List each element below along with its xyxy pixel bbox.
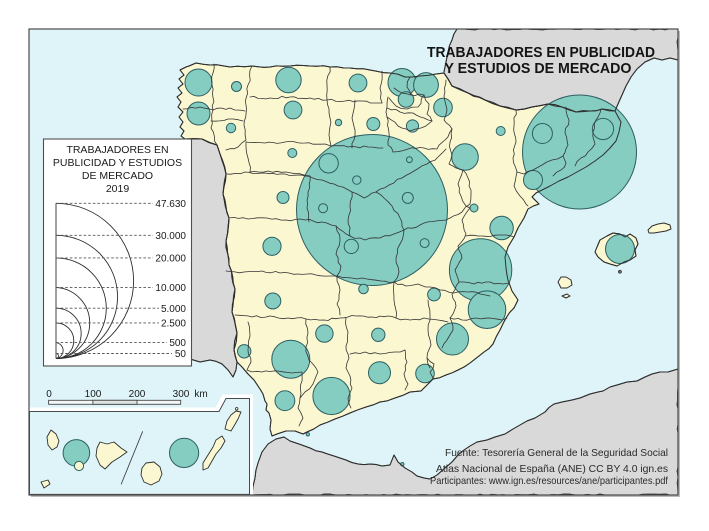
svg-text:2019: 2019	[106, 183, 130, 195]
svg-text:10.000: 10.000	[155, 283, 186, 294]
svg-text:2.500: 2.500	[161, 319, 186, 330]
svg-text:TRABAJADORES EN: TRABAJADORES EN	[66, 144, 168, 156]
svg-text:Fuente: Tesorería General de l: Fuente: Tesorería General de la Segurida…	[445, 448, 668, 459]
svg-text:47.630: 47.630	[155, 199, 186, 210]
svg-text:200: 200	[129, 389, 146, 400]
svg-text:500: 500	[169, 338, 186, 349]
svg-text:100: 100	[85, 389, 102, 400]
svg-text:30.000: 30.000	[155, 231, 186, 242]
svg-text:Atlas Nacional de España (ANE): Atlas Nacional de España (ANE) CC BY 4.0…	[436, 464, 668, 475]
svg-text:Participantes: www.ign.es/reso: Participantes: www.ign.es/resources/ane/…	[430, 476, 668, 487]
svg-text:5.000: 5.000	[161, 304, 186, 315]
svg-text:TRABAJADORES EN PUBLICIDAD: TRABAJADORES EN PUBLICIDAD	[427, 44, 655, 61]
svg-text:20.000: 20.000	[155, 254, 186, 265]
svg-text:PUBLICIDAD Y ESTUDIOS: PUBLICIDAD Y ESTUDIOS	[53, 157, 182, 169]
svg-text:Y ESTUDIOS DE MERCADO: Y ESTUDIOS DE MERCADO	[445, 60, 632, 77]
svg-text:50: 50	[175, 349, 187, 360]
svg-text:300: 300	[173, 389, 190, 400]
svg-text:0: 0	[46, 389, 52, 400]
svg-text:km: km	[194, 389, 207, 400]
svg-text:DE MERCADO: DE MERCADO	[82, 170, 153, 182]
